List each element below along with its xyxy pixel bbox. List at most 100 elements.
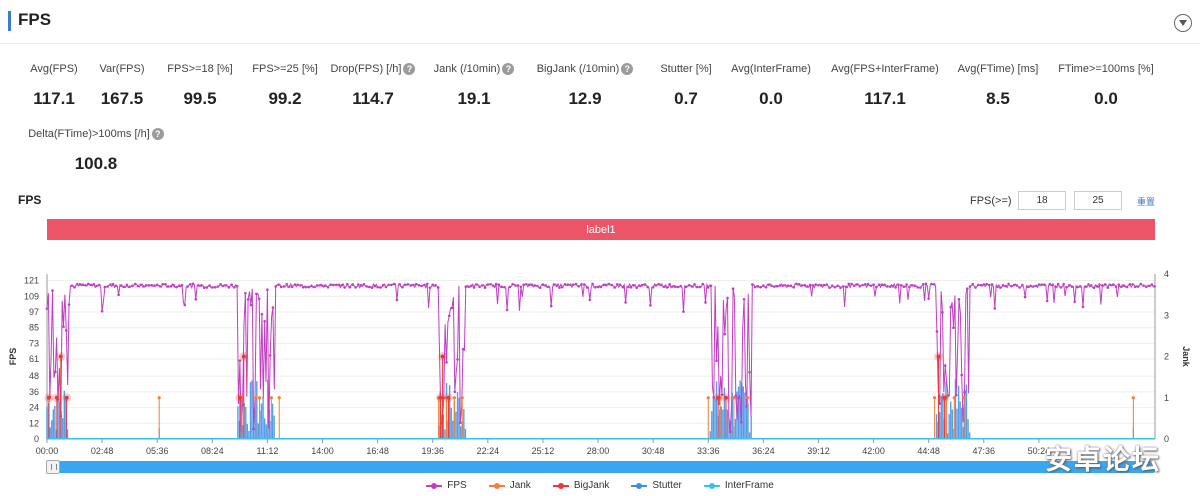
fps-point	[219, 282, 222, 286]
fps-threshold-label: FPS(>=)	[970, 195, 1012, 207]
fps-point	[53, 370, 57, 374]
bigjank-point	[46, 395, 51, 400]
fps-point	[891, 285, 895, 288]
reset-link[interactable]: 重置	[1137, 197, 1156, 207]
fps-point	[767, 283, 771, 286]
fps-point	[514, 284, 517, 287]
fps-point	[775, 284, 779, 288]
legend-item[interactable]: FPS	[426, 480, 467, 491]
fps-point	[888, 285, 892, 289]
x-tick-label: 25:12	[532, 446, 555, 456]
metric-label-text: Avg(InterFrame)	[731, 63, 811, 75]
fps-point	[1067, 284, 1071, 287]
fps-point	[591, 282, 594, 286]
y2-tick-label: 3	[1164, 310, 1169, 320]
fps-point	[436, 286, 440, 289]
fps-point	[913, 284, 917, 288]
help-icon[interactable]: ?	[621, 63, 634, 75]
fps-point	[927, 297, 930, 300]
fps-point	[315, 284, 319, 287]
help-icon[interactable]: ?	[502, 63, 515, 75]
fps-point	[158, 284, 162, 288]
fps-point	[971, 282, 975, 286]
fps-point	[1128, 283, 1132, 286]
metric-label: Delta(FTime)>100ms [/h]?	[26, 127, 166, 141]
fps-point	[161, 282, 165, 286]
legend-swatch	[552, 481, 569, 491]
fps-point	[290, 285, 294, 289]
fps-point	[475, 283, 479, 286]
metric-label: BigJank (/10min)?	[515, 62, 655, 76]
fps-point	[1095, 284, 1099, 288]
metric-card: FPS>=25 [%] 99.2	[215, 62, 355, 109]
fps-point	[111, 282, 115, 286]
metric-card: Jank (/10min)? 19.1	[404, 62, 544, 109]
fps-point	[139, 283, 142, 287]
fps-point	[582, 283, 586, 286]
fps-point	[235, 284, 239, 288]
jank-point	[460, 396, 464, 400]
fps-point	[84, 283, 87, 287]
legend-item[interactable]: Stutter	[631, 480, 682, 491]
help-icon[interactable]: ?	[403, 63, 416, 75]
fps-point	[312, 285, 316, 289]
fps-point	[293, 283, 297, 286]
fps-point	[855, 283, 859, 286]
fps-point	[450, 306, 454, 310]
time-scrollbar[interactable]	[46, 460, 1155, 474]
metric-label: FPS>=18 [%]	[130, 62, 270, 76]
metric-card: Stutter [%] 0.7	[616, 62, 756, 109]
grip-icon[interactable]	[46, 460, 60, 474]
fps-point	[1117, 283, 1121, 286]
fps-point	[748, 370, 751, 374]
fps-point	[828, 286, 831, 289]
bigjank-point	[942, 395, 947, 400]
fps-point	[753, 285, 757, 289]
fps-point	[596, 285, 600, 289]
fps-point	[117, 293, 120, 297]
fps-point	[1021, 283, 1024, 287]
metric-value: 117.1	[33, 89, 75, 108]
y-tick-label: 0	[34, 434, 39, 444]
fps-point	[792, 285, 795, 289]
fps-point	[216, 285, 220, 288]
fps-threshold-low-input[interactable]	[1018, 191, 1066, 210]
fps-point	[646, 285, 649, 289]
fps-point	[318, 284, 322, 287]
fps-point	[773, 285, 776, 288]
fps-point	[527, 283, 531, 287]
fps-point	[1054, 285, 1057, 288]
metric-label: Avg(FTime) [ms]	[928, 62, 1068, 76]
fps-point	[384, 285, 388, 289]
fps-point	[817, 283, 820, 287]
fps-point	[208, 284, 211, 287]
fps-point	[941, 311, 944, 314]
jank-point	[732, 396, 736, 400]
fps-point	[833, 285, 837, 289]
label-band[interactable]: label1	[47, 219, 1155, 240]
fps-point	[610, 283, 614, 287]
fps-point	[1056, 282, 1060, 286]
fps-threshold-high-input[interactable]	[1074, 191, 1122, 210]
metric-label-text: Avg(FTime) [ms]	[957, 63, 1039, 75]
fps-point	[839, 286, 842, 290]
fps-point	[693, 282, 696, 286]
fps-point	[949, 305, 953, 309]
fps-point	[957, 298, 961, 301]
collapse-button[interactable]	[1174, 14, 1192, 32]
fps-point	[1029, 284, 1032, 288]
x-tick-label: 39:12	[807, 446, 830, 456]
fps-point	[257, 297, 261, 301]
legend-item[interactable]: Jank	[488, 480, 531, 491]
legend-item[interactable]: BigJank	[552, 480, 609, 491]
x-tick-label: 44:48	[917, 446, 940, 456]
fps-line	[46, 282, 1155, 432]
metric-value: 0.0	[1094, 89, 1118, 108]
fps-point	[728, 430, 732, 434]
fps-point	[668, 283, 671, 286]
fps-point	[1131, 283, 1134, 286]
help-icon[interactable]: ?	[151, 128, 164, 140]
legend-swatch	[426, 481, 443, 491]
fps-point	[1084, 285, 1088, 288]
legend-item[interactable]: InterFrame	[703, 480, 774, 491]
